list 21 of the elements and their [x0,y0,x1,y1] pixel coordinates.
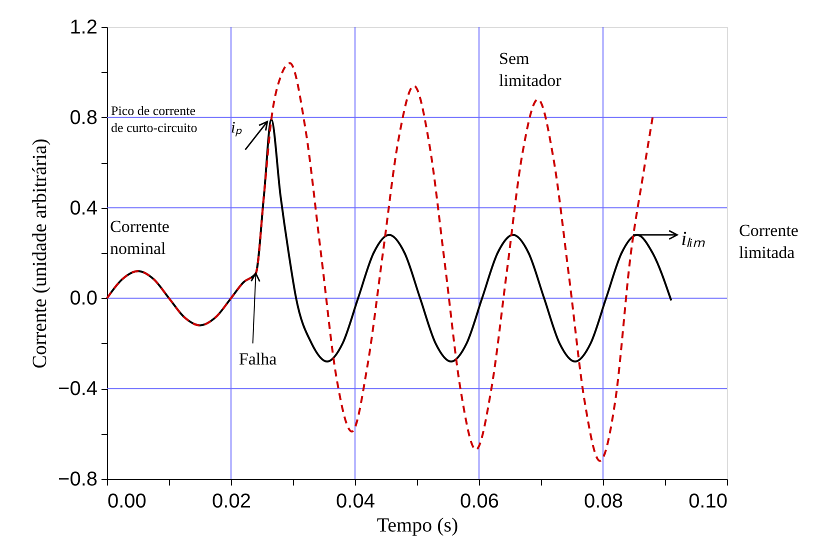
y-tick-label: 0.0 [70,288,98,310]
y-tick-label: −0.4 [58,378,98,400]
x-tick-label: 0.02 [212,490,251,512]
y-tick-label: −0.8 [58,468,98,490]
annotation: iₚ [230,120,242,137]
x-axis-title: Tempo (s) [376,514,458,536]
annotation: Pico de corrente de curto-circuito [111,103,198,135]
annotation: Sem limitador [499,49,562,90]
annotation: iₗᵢₘ [681,228,705,250]
y-axis-title: Corrente (unidade arbitrária) [29,138,52,368]
x-tick-label: 0.06 [460,490,499,512]
text: 0.00 [108,490,146,512]
text: Corrente limitada [739,221,798,262]
x-tick-label: 0.10 [688,490,728,512]
x-tick-label: 0.08 [584,490,623,512]
annotation: Corrente nominal [110,217,170,258]
x-tick-label: 0.04 [336,490,375,512]
y-tick-label: 1.2 [70,16,98,38]
annotation: Falha [238,349,278,368]
y-tick-label: 0.4 [70,197,98,220]
y-tick-label: 0.8 [70,106,98,129]
